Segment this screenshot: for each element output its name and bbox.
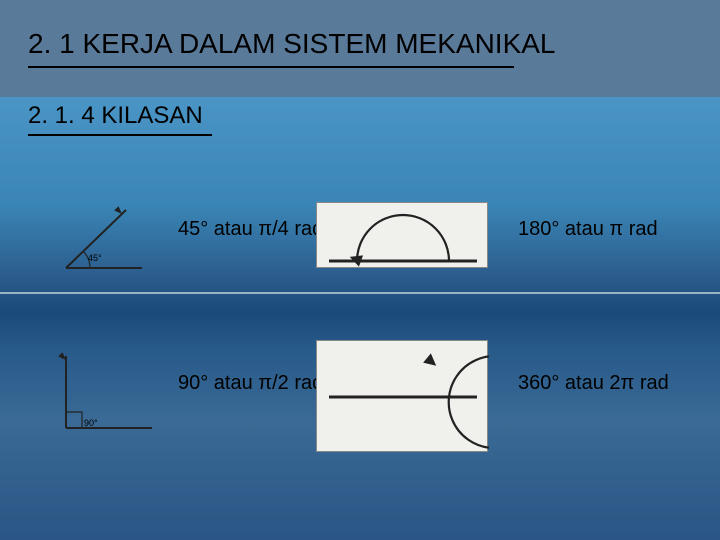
circle-diagram-0 (316, 202, 488, 268)
section-title: 2. 1 KERJA DALAM SISTEM MEKANIKAL (28, 28, 556, 60)
horizon-line (0, 292, 720, 294)
angle-text-1: 180° atau π rad (518, 218, 658, 241)
angle-label-0: 45° (88, 253, 102, 263)
angle-text-0: 45° atau π/4 rad (178, 218, 323, 241)
title-underline (28, 66, 514, 68)
subsection-title: 2. 1. 4 KILASAN (28, 102, 203, 130)
angle-text-2: 90° atau π/2 rad (178, 372, 323, 395)
angle-text-3: 360° atau 2π rad (518, 372, 669, 395)
circle-diagram-1 (316, 340, 488, 452)
subtitle-underline (28, 134, 212, 136)
angle-diagram-1 (56, 352, 156, 432)
angle-label-1: 90° (84, 418, 98, 428)
